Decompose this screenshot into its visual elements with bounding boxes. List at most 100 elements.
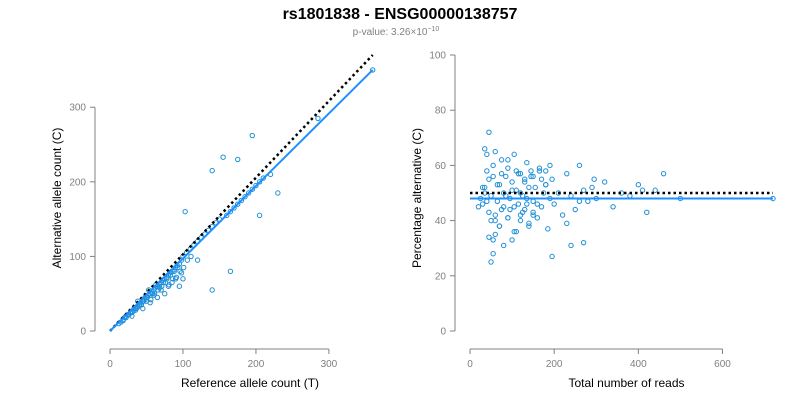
right-data-point: [576, 162, 583, 169]
left-data-point: [242, 194, 248, 200]
right-data-point: [534, 201, 541, 207]
left-y-tick-label: 300: [69, 103, 86, 114]
right-data-point: [492, 212, 498, 218]
right-data-point: [522, 206, 528, 213]
right-data-point: [580, 187, 587, 193]
right-data-point: [532, 184, 538, 191]
right-data-point: [580, 239, 587, 246]
right-data-point: [484, 198, 490, 204]
left-x-axis-label: Reference allele count (T): [181, 376, 319, 390]
left-data-point: [245, 190, 252, 196]
right-data-point: [530, 212, 536, 218]
right-data-point: [534, 215, 541, 221]
right-data-point: [482, 146, 488, 152]
left-reference-line: [109, 54, 374, 332]
right-data-point: [526, 223, 532, 229]
right-data-point: [490, 173, 496, 180]
left-fit-line: [109, 69, 374, 332]
left-y-tick-label: 200: [69, 177, 86, 188]
right-data-point: [490, 237, 496, 243]
right-data-point: [494, 182, 501, 188]
right-data-point: [475, 204, 482, 210]
left-x-tick-label: 0: [107, 359, 113, 370]
left-x-tick-label: 200: [248, 359, 265, 370]
left-data-point: [180, 276, 186, 282]
right-y-tick-label: 80: [435, 106, 447, 117]
left-data-point: [275, 190, 281, 196]
right-data-point: [538, 204, 545, 210]
left-data-point: [176, 283, 183, 289]
right-data-point: [488, 259, 494, 265]
right-data-point: [536, 165, 543, 171]
right-data-point: [507, 206, 513, 213]
right-data-point: [509, 237, 515, 243]
right-data-point: [484, 168, 490, 174]
right-data-point: [522, 176, 528, 182]
right-data-point: [601, 179, 608, 185]
right-y-tick-label: 40: [435, 216, 447, 227]
left-data-point: [182, 208, 188, 215]
right-y-tick-label: 20: [435, 271, 447, 282]
right-data-point: [652, 187, 658, 193]
left-data-point: [209, 167, 215, 174]
right-y-tick-label: 60: [435, 161, 447, 172]
right-data-point: [547, 162, 553, 169]
right-data-point: [505, 165, 511, 171]
right-data-point: [545, 226, 551, 232]
left-data-point: [181, 264, 187, 271]
right-data-point: [511, 204, 517, 210]
right-data-point: [511, 151, 517, 158]
right-data-point: [498, 157, 505, 163]
right-data-point: [644, 209, 650, 216]
right-data-point: [524, 201, 530, 207]
left-data-point: [151, 291, 158, 297]
right-data-point: [486, 234, 492, 240]
left-data-point: [238, 197, 245, 204]
left-x-tick-label: 300: [321, 359, 338, 370]
right-data-point: [543, 182, 549, 188]
left-data-point: [166, 282, 172, 288]
right-data-point: [492, 148, 498, 155]
right-data-point: [549, 176, 555, 182]
left-y-tick-label: 0: [80, 327, 86, 338]
right-data-point: [492, 231, 498, 238]
right-data-point: [517, 170, 524, 177]
right-data-point: [585, 198, 591, 204]
right-data-point: [530, 173, 536, 180]
right-data-point: [513, 228, 519, 235]
p-value-exponent: −10: [427, 26, 439, 33]
left-data-point: [231, 205, 237, 211]
right-data-point: [482, 184, 488, 191]
left-data-point: [171, 268, 177, 275]
left-data-point: [235, 201, 241, 207]
left-data-point: [253, 182, 259, 189]
left-data-point: [149, 291, 156, 297]
right-data-point: [555, 190, 562, 196]
right-data-point: [511, 228, 517, 235]
right-x-axis-label: Total number of reads: [568, 376, 684, 390]
left-data-point: [154, 294, 161, 301]
right-x-tick-label: 400: [630, 359, 647, 370]
right-data-point: [498, 170, 505, 177]
right-data-point: [486, 176, 492, 182]
left-data-point: [188, 253, 194, 260]
right-data-point: [500, 242, 507, 249]
right-data-point: [486, 129, 492, 135]
right-data-point: [505, 157, 511, 163]
right-data-point: [479, 184, 486, 191]
right-data-point: [591, 176, 597, 182]
chart-subtitle: p-value: 3.26×10−10: [353, 26, 440, 38]
right-data-point: [576, 198, 583, 204]
left-data-point: [220, 154, 226, 160]
left-data-point: [256, 212, 263, 219]
left-y-tick-label: 100: [69, 252, 86, 263]
right-data-point: [528, 173, 534, 180]
right-data-point: [515, 201, 522, 207]
right-data-point: [572, 206, 578, 213]
chart-title: rs1801838 - ENSG00000138757: [283, 6, 518, 23]
right-data-point: [540, 190, 547, 196]
right-data-point: [492, 217, 498, 224]
right-data-point: [505, 215, 511, 221]
right-y-tick-label: 100: [429, 51, 446, 62]
